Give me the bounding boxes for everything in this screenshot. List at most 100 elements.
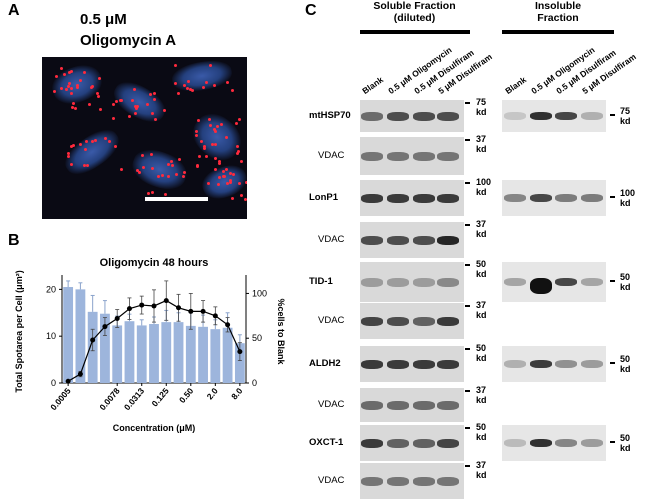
y-axis-label-left: Total Spotarea per Cell (μm²): [14, 270, 24, 392]
y-axis-label-right: %cells to Blank: [276, 298, 286, 365]
y-tick-label-right: 50: [252, 333, 262, 343]
blot-band: [361, 317, 383, 326]
mito-spot: [207, 118, 211, 122]
viability-point: [151, 303, 157, 309]
viability-point: [225, 322, 231, 328]
mito-spot: [114, 145, 118, 149]
mito-spot: [91, 140, 95, 144]
mito-spot: [91, 85, 95, 88]
mito-spot: [60, 67, 64, 71]
mito-spot: [104, 137, 108, 141]
mw-marker-soluble: 37 kd: [476, 134, 487, 154]
blot-row-label: VDAC: [318, 315, 345, 326]
mito-spot: [68, 71, 72, 75]
blot-band: [413, 236, 435, 245]
blot-row-label: ALDH2: [309, 358, 341, 369]
mito-spot: [189, 88, 193, 92]
blot-band: [387, 360, 409, 369]
mito-spot: [135, 168, 139, 172]
mito-spot: [223, 175, 227, 179]
mito-spot: [82, 71, 86, 75]
blot-band: [361, 360, 383, 369]
mito-spot: [107, 140, 111, 143]
mito-spot: [128, 115, 132, 119]
mw-tick: [465, 224, 470, 226]
chart-title: Oligomycin 48 hours: [100, 257, 209, 269]
mw-tick: [610, 114, 615, 116]
mito-spot: [182, 174, 186, 178]
panel-b-letter: B: [8, 232, 20, 249]
mito-spot: [85, 140, 89, 144]
bar: [185, 325, 196, 383]
blot-band: [504, 194, 526, 202]
soluble-blot: [360, 388, 464, 422]
mito-spot: [208, 124, 212, 128]
mw-marker-soluble: 37 kd: [476, 219, 487, 239]
mito-spot: [216, 125, 220, 129]
soluble-bracket: [360, 30, 470, 34]
mito-spot: [205, 81, 209, 85]
mito-spot: [141, 153, 145, 157]
mito-spot: [131, 98, 135, 102]
mito-spot: [170, 163, 174, 167]
mito-spot: [120, 98, 124, 102]
mito-spot: [217, 175, 221, 179]
mito-spot: [208, 64, 212, 68]
mito-spot: [210, 142, 214, 146]
soluble-blot: [360, 346, 464, 382]
mw-tick: [465, 427, 470, 429]
x-tick-label: 8.0: [229, 386, 244, 402]
mito-spot: [229, 179, 233, 182]
viability-point: [102, 324, 108, 330]
mito-spot: [170, 160, 174, 164]
mito-spot: [213, 167, 217, 171]
panel-a-drug: Oligomycin A: [80, 32, 177, 49]
x-tick-label: 0.0078: [97, 386, 122, 413]
soluble-blot: [360, 100, 464, 132]
mito-spot: [237, 117, 241, 121]
mito-spot: [218, 162, 222, 166]
soluble-header-sub: (diluted): [393, 12, 436, 24]
viability-point: [200, 308, 206, 314]
blot-band: [437, 477, 459, 486]
blot-band: [387, 278, 409, 287]
blot-band: [413, 317, 435, 326]
mw-tick: [465, 348, 470, 350]
mito-spot: [186, 79, 190, 83]
mito-spot: [167, 163, 171, 167]
blot-band: [413, 194, 435, 203]
bar: [173, 322, 184, 383]
mito-spot: [230, 196, 234, 200]
mito-spot: [62, 72, 66, 76]
mito-spot: [199, 140, 203, 144]
y-tick-label-right: 0: [252, 378, 257, 388]
mito-spot: [64, 87, 68, 91]
lane-label-insoluble: Blank: [503, 74, 528, 96]
soluble-blot: [360, 425, 464, 461]
bar: [100, 313, 110, 383]
soluble-header-title: Soluble Fraction: [373, 0, 456, 12]
mito-spot: [69, 162, 73, 166]
bar: [161, 322, 172, 383]
blot-row-label: LonP1: [309, 192, 339, 203]
blot-band: [555, 360, 577, 368]
blot-band: [530, 194, 552, 202]
mito-spot: [119, 168, 123, 172]
x-tick-label: 0.0313: [122, 386, 147, 413]
viability-point: [126, 306, 132, 312]
mw-marker-insoluble: 100 kd: [620, 188, 636, 208]
blot-band: [504, 360, 526, 368]
mito-spot: [164, 192, 168, 196]
mito-spot: [78, 143, 82, 147]
mito-spot: [95, 91, 99, 95]
mito-spot: [112, 117, 116, 121]
mw-marker-soluble: 50 kd: [476, 259, 487, 279]
mito-spot: [162, 109, 166, 113]
mito-spot: [94, 138, 98, 142]
mw-marker-soluble: 100 kd: [476, 177, 492, 197]
insoluble-header-sub: Fraction: [537, 12, 579, 24]
mito-spot: [53, 89, 57, 93]
mito-spot: [145, 102, 149, 106]
mw-marker-soluble: 50 kd: [476, 422, 487, 442]
mito-spot: [133, 88, 137, 92]
